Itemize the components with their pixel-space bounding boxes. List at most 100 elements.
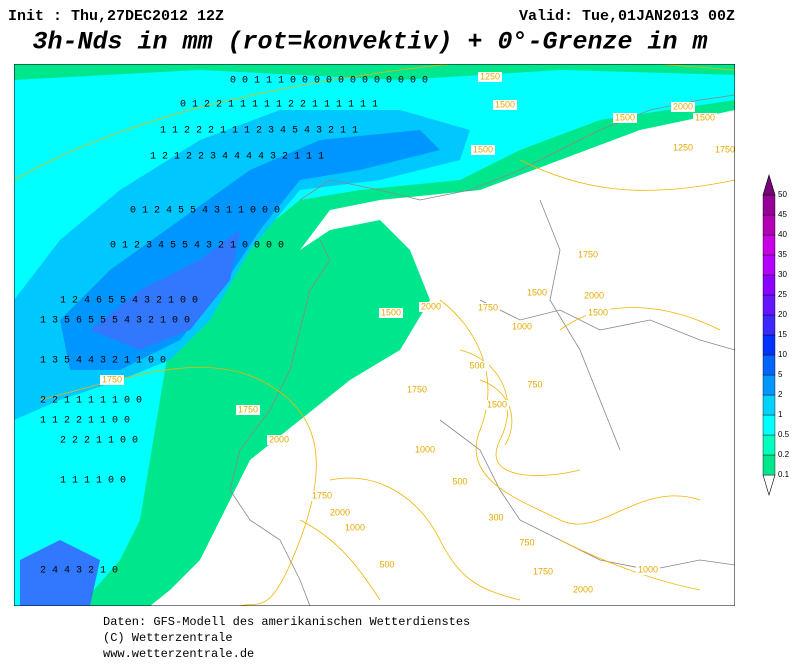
contour-label: 1500 — [495, 99, 515, 109]
contour-label-bg — [419, 302, 443, 312]
contour-label-bg — [413, 445, 437, 455]
legend-label: 45 — [778, 210, 787, 219]
precip-values: 0 1 2 3 4 5 5 4 3 2 1 0 0 0 0 — [110, 241, 284, 252]
contour-label: 1000 — [345, 522, 365, 532]
contour-label: 2000 — [269, 434, 289, 444]
footer-line: (C) Wetterzentrale — [103, 631, 233, 645]
legend-label: 50 — [778, 190, 787, 199]
contour-label: 2000 — [584, 290, 604, 300]
legend-band — [762, 434, 776, 456]
contour-label-bg — [236, 405, 260, 415]
contour-label: 750 — [519, 537, 534, 547]
contour-label: 500 — [379, 559, 394, 569]
contour-label-bg — [671, 143, 695, 153]
legend-band — [762, 274, 776, 296]
legend-label: 40 — [778, 230, 787, 239]
legend-label: 30 — [778, 270, 787, 279]
contour-label: 2000 — [330, 507, 350, 517]
contour-label-bg — [328, 508, 352, 518]
legend-label: 1 — [778, 410, 783, 419]
contour-label-bg — [379, 308, 403, 318]
contour-label: 1500 — [588, 307, 608, 317]
contour-label-bg — [671, 102, 695, 112]
legend-band — [762, 234, 776, 256]
valid-time: Valid: Tue,01JAN2013 00Z — [519, 8, 735, 25]
contour-label: 2000 — [421, 301, 441, 311]
contour-label: 1750 — [533, 566, 553, 576]
contour-label-bg — [571, 585, 595, 595]
precip-zone — [90, 230, 240, 350]
contour-label: 1000 — [415, 444, 435, 454]
contour-label: 1250 — [673, 142, 693, 152]
precip-values: 1 1 1 1 0 0 — [60, 476, 126, 487]
contour-label-bg — [448, 477, 472, 487]
contour-label-bg — [471, 145, 495, 155]
freezing-level-contours — [14, 64, 735, 606]
precip-values: 1 2 4 6 5 5 4 3 2 1 0 0 — [60, 296, 198, 307]
legend-tip — [762, 474, 776, 497]
legend-band — [762, 354, 776, 376]
contour-label: 1500 — [487, 399, 507, 409]
contour-label: 1750 — [715, 144, 735, 154]
precip-values: 2 2 2 1 1 0 0 — [60, 436, 138, 447]
contour-label: 1000 — [512, 321, 532, 331]
contour-label-bg — [586, 308, 610, 318]
contour-label-bg — [531, 567, 555, 577]
legend-label: 2 — [778, 390, 783, 399]
footer-line: www.wetterzentrale.de — [103, 647, 254, 661]
precip-values: 1 3 5 6 5 5 5 4 3 2 1 0 0 — [40, 316, 190, 327]
contour-label-bg — [476, 303, 500, 313]
legend-label: 5 — [778, 370, 783, 379]
legend-band — [762, 454, 776, 476]
contour-label-bg — [636, 565, 660, 575]
precip-values: 1 2 1 2 2 3 4 4 4 4 3 2 1 1 1 — [150, 152, 324, 163]
legend-label: 0.5 — [778, 430, 790, 439]
contour-label-bg — [343, 523, 367, 533]
contour-label: 1000 — [638, 564, 658, 574]
legend-label: 15 — [778, 330, 787, 339]
legend-band — [762, 374, 776, 396]
legend-label: 20 — [778, 310, 787, 319]
contour-label: 2000 — [673, 101, 693, 111]
contour-label-bg — [485, 400, 509, 410]
contour-label: 1750 — [102, 374, 122, 384]
precip-values: 0 1 2 2 1 1 1 1 1 2 2 1 1 1 1 1 1 — [180, 100, 378, 111]
legend-band — [762, 394, 776, 416]
legend-band — [762, 414, 776, 436]
precip-zone — [20, 540, 100, 606]
legend-band — [762, 314, 776, 336]
contour-label-bg — [405, 385, 429, 395]
contour-label-bg — [613, 113, 637, 123]
precip-values: 2 2 1 1 1 1 1 0 0 — [40, 396, 142, 407]
contour-label: 500 — [452, 476, 467, 486]
contour-label: 300 — [488, 512, 503, 522]
contour-label-bg — [493, 100, 517, 110]
contour-label-bg — [267, 435, 291, 445]
contour-label: 1500 — [695, 112, 715, 122]
contour-label-bg — [478, 72, 502, 82]
legend-band — [762, 334, 776, 356]
contour-label-bg — [375, 560, 399, 570]
contour-label: 500 — [469, 360, 484, 370]
contour-label: 1750 — [312, 490, 332, 500]
precip-values: 0 0 1 1 1 0 0 0 0 0 0 0 0 0 0 0 0 — [230, 76, 428, 87]
contour-label: 750 — [527, 379, 542, 389]
legend-label: 0.1 — [778, 470, 790, 479]
legend-label: 35 — [778, 250, 787, 259]
init-time: Init : Thu,27DEC2012 12Z — [8, 8, 224, 25]
contour-label: 1500 — [527, 287, 547, 297]
legend-band — [762, 294, 776, 316]
precip-values: 1 3 5 4 4 3 2 1 1 0 0 — [40, 356, 166, 367]
legend-band — [762, 214, 776, 236]
precip-values: 2 4 4 3 2 1 0 — [40, 566, 118, 577]
contour-label-bg — [465, 361, 489, 371]
precip-values: 1 1 2 2 1 1 0 0 — [40, 416, 130, 427]
map-title: 3h-Nds in mm (rot=konvektiv) + 0°-Grenze… — [32, 28, 707, 57]
contour-label-bg — [484, 513, 508, 523]
contour-label: 1750 — [478, 302, 498, 312]
legend-label: 0.2 — [778, 450, 790, 459]
contour-label: 1500 — [381, 307, 401, 317]
